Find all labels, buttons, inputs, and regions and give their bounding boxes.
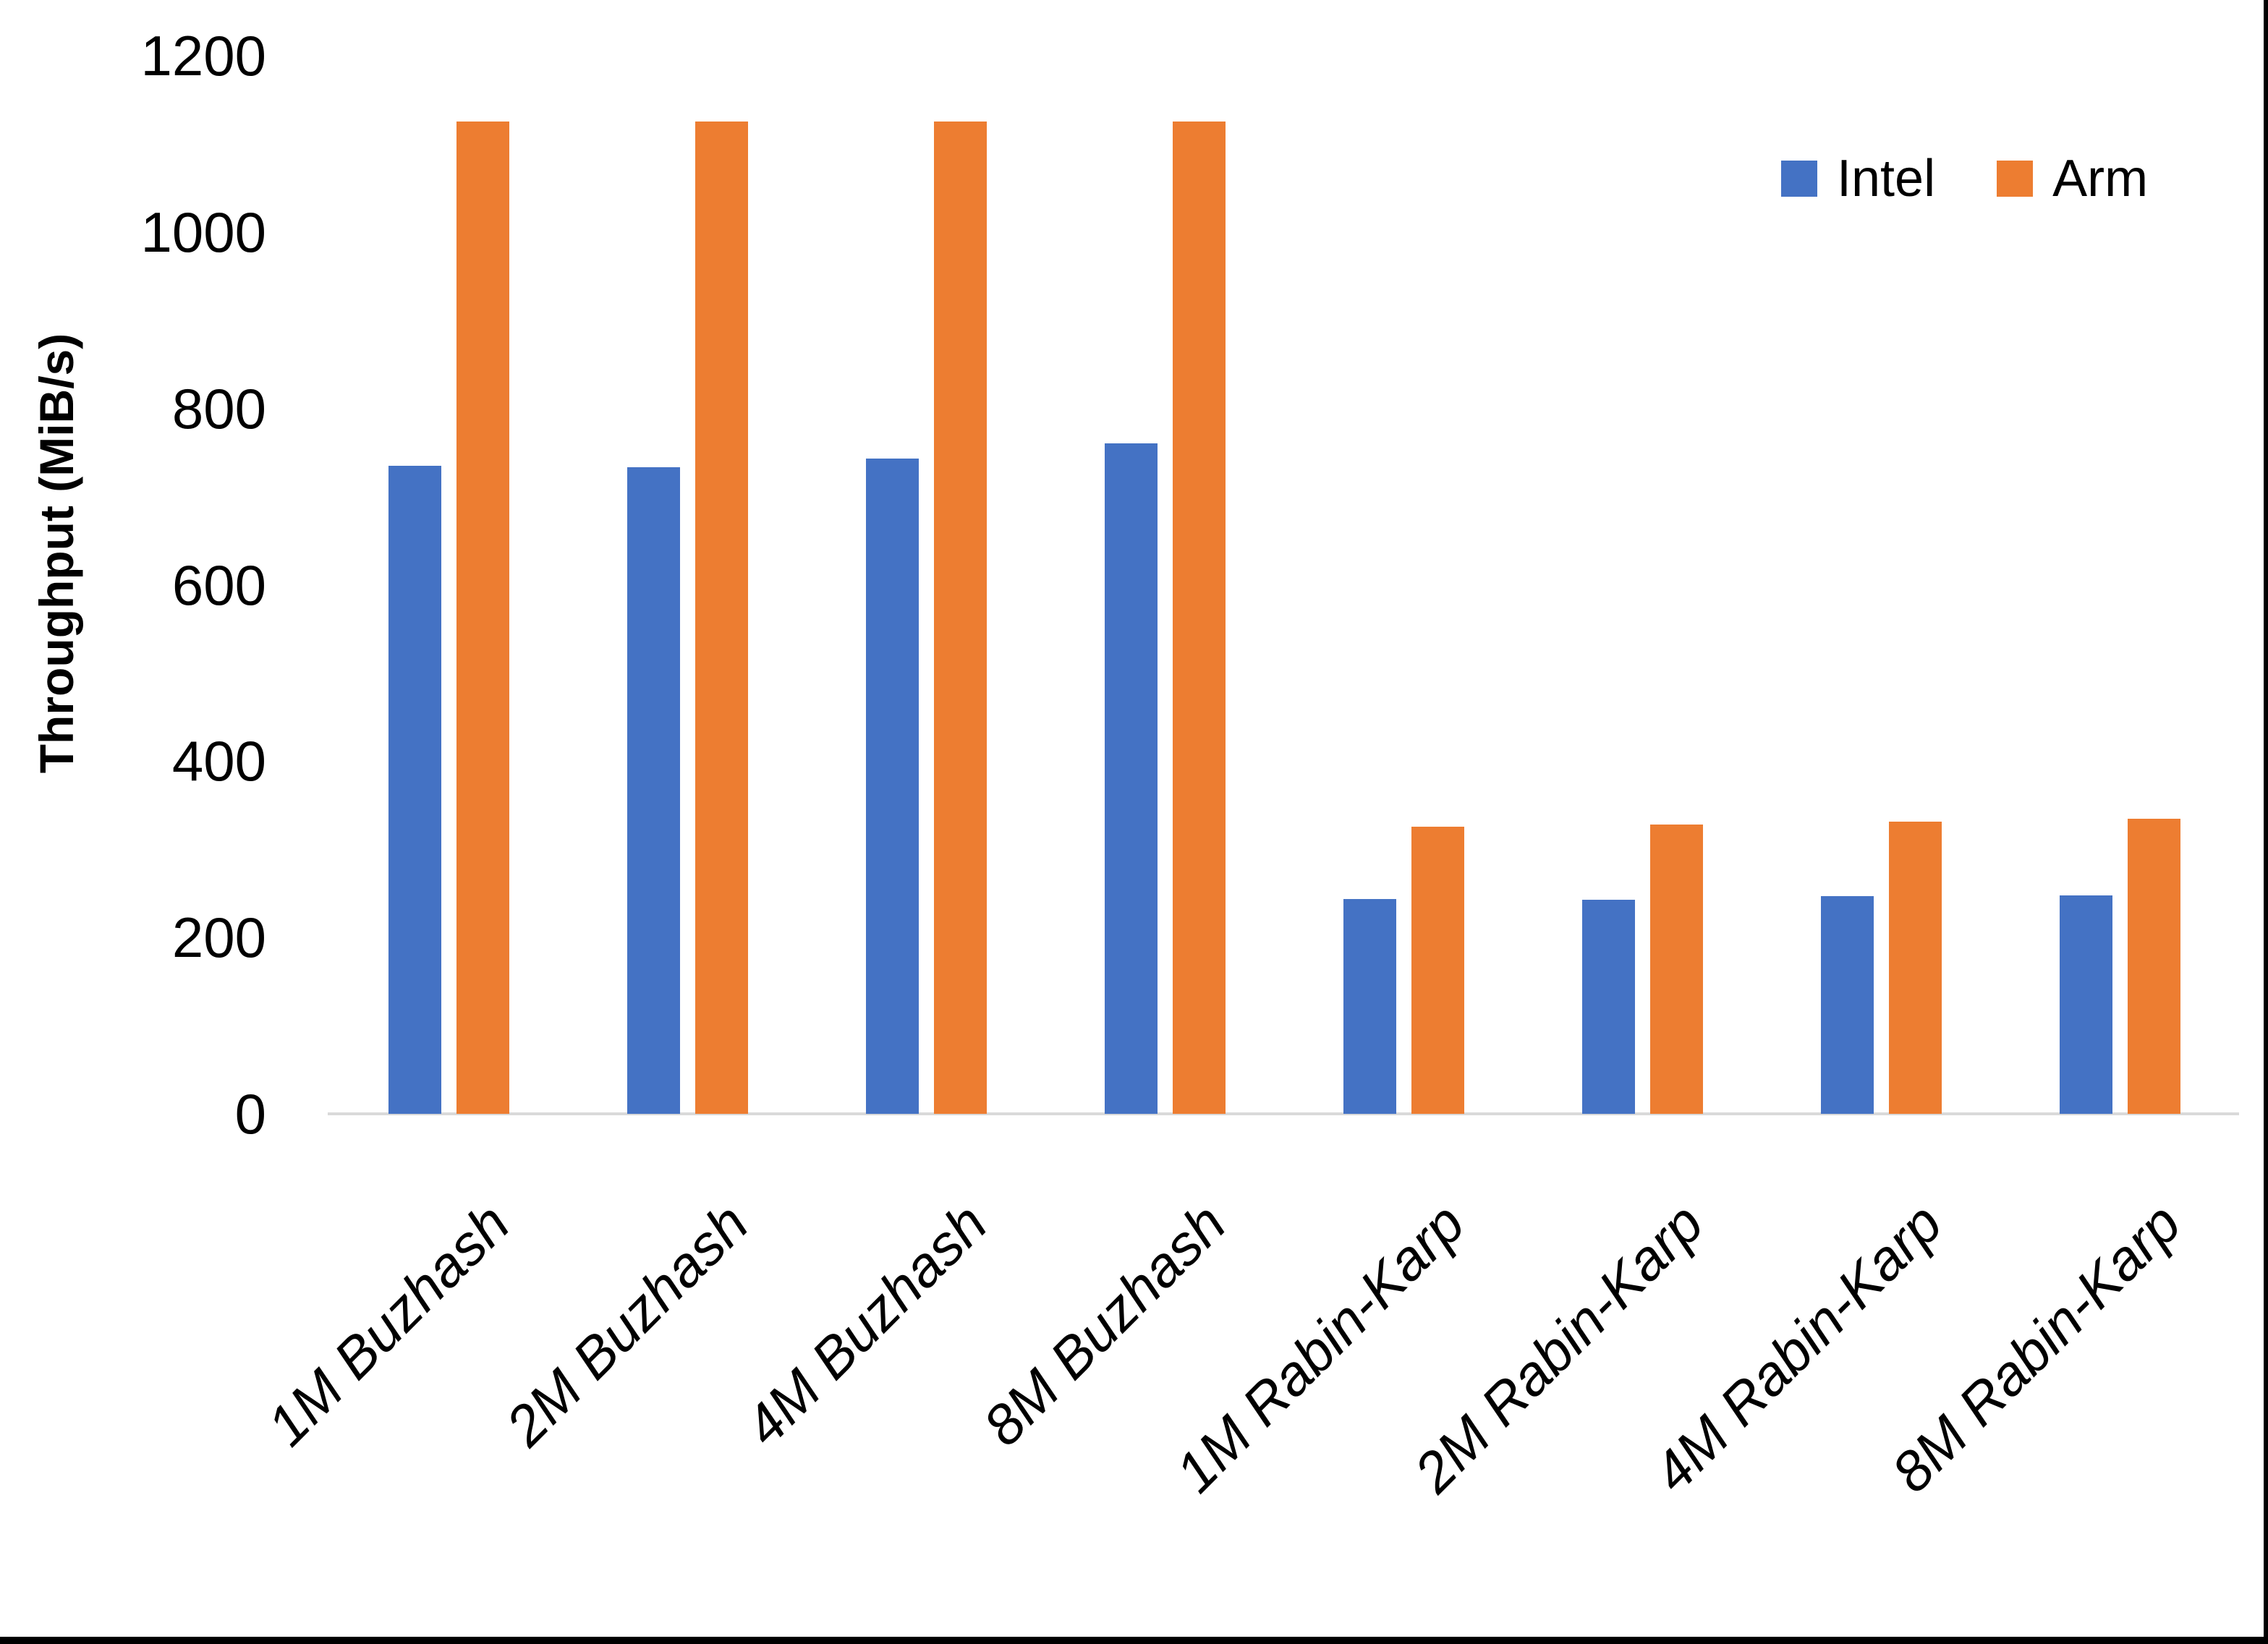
x-axis-line bbox=[328, 1112, 2239, 1115]
bar-arm-1m-buzhash bbox=[456, 122, 509, 1114]
window-border-bottom bbox=[0, 1637, 2268, 1644]
y-tick-label: 600 bbox=[171, 553, 266, 617]
bar-arm-4m-buzhash bbox=[933, 122, 987, 1114]
bar-intel-4m-rabin-karp bbox=[1820, 896, 1874, 1114]
legend: Intel Arm bbox=[1781, 149, 2148, 208]
category-group bbox=[2000, 819, 2239, 1114]
category-group bbox=[807, 122, 1045, 1114]
legend-label: Intel bbox=[1837, 150, 1936, 208]
x-tick-label: 4M Buzhash bbox=[732, 1191, 999, 1458]
bar-arm-8m-rabin-karp bbox=[2127, 819, 2180, 1114]
category-group bbox=[568, 122, 807, 1114]
bar-intel-4m-buzhash bbox=[865, 459, 919, 1114]
y-tick-label: 200 bbox=[171, 906, 266, 970]
y-tick-label: 400 bbox=[171, 729, 266, 793]
legend-item-intel: Intel bbox=[1781, 149, 1935, 208]
category-group bbox=[1284, 827, 1523, 1114]
bar-arm-2m-buzhash bbox=[695, 122, 748, 1114]
category-group bbox=[329, 122, 568, 1114]
bar-arm-4m-rabin-karp bbox=[1888, 822, 1942, 1114]
x-tick-label: 2M Buzhash bbox=[493, 1191, 760, 1458]
legend-swatch-icon bbox=[1997, 161, 2034, 197]
bar-intel-2m-rabin-karp bbox=[1581, 900, 1635, 1114]
legend-item-arm: Arm bbox=[1997, 149, 2148, 208]
x-tick-label: 1M Buzhash bbox=[255, 1191, 522, 1458]
category-group bbox=[1523, 825, 1762, 1114]
bar-arm-1m-rabin-karp bbox=[1411, 827, 1464, 1114]
y-tick-label: 1200 bbox=[140, 24, 266, 88]
y-tick-label: 0 bbox=[234, 1082, 266, 1146]
y-tick-label: 1000 bbox=[140, 200, 266, 264]
y-tick-label: 800 bbox=[171, 376, 266, 440]
bar-intel-2m-buzhash bbox=[627, 467, 680, 1114]
legend-label: Arm bbox=[2052, 150, 2149, 208]
category-group bbox=[1045, 122, 1284, 1114]
plot-area bbox=[328, 56, 2239, 1115]
bar-intel-8m-buzhash bbox=[1104, 443, 1158, 1114]
window-border-right bbox=[2264, 0, 2268, 1644]
bar-intel-1m-buzhash bbox=[388, 466, 441, 1114]
bar-arm-8m-buzhash bbox=[1172, 122, 1226, 1114]
bar-intel-1m-rabin-karp bbox=[1343, 899, 1396, 1114]
legend-swatch-icon bbox=[1781, 161, 1817, 197]
x-tick-label: 8M Buzhash bbox=[971, 1191, 1238, 1458]
bar-intel-8m-rabin-karp bbox=[2059, 895, 2112, 1114]
bar-arm-2m-rabin-karp bbox=[1649, 825, 1703, 1114]
category-group bbox=[1762, 822, 2000, 1114]
